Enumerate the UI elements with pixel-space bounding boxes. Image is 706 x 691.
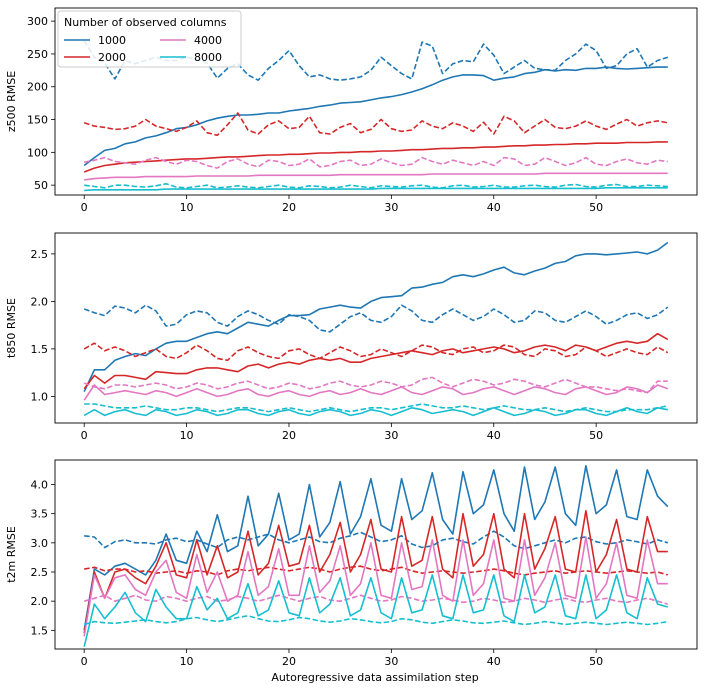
legend-label-4000: 4000	[194, 34, 222, 47]
y-tick-label-t2m-2.5: 2.5	[31, 566, 49, 579]
legend: Number of observed columns 1000 2000 400…	[57, 10, 242, 68]
series-line-t850-2000-dashed	[83, 342, 669, 362]
series-line-t2m-1000-solid	[83, 464, 669, 631]
x-tick-label-t2m-0: 0	[81, 655, 88, 668]
series-line-t850-2000-solid	[83, 332, 669, 390]
axes-frame-t850	[54, 232, 698, 424]
ylabel-t2m: t2m RMSE	[5, 526, 18, 583]
series-line-t850-8000-solid	[83, 406, 668, 417]
y-tick-label-t2m-4: 4.0	[31, 479, 49, 492]
ylabel-z500: z500 RMSE	[5, 71, 18, 132]
y-tick-label-t2m-3: 3.0	[31, 537, 49, 550]
panel-t850: 0 10 20 30 40 50 1.0 1.5 2.0 2.5 t850 RMSE	[5, 232, 698, 442]
x-tick-label-z500-30: 30	[384, 201, 398, 214]
series-line-t2m-2000-solid	[83, 509, 668, 634]
plot-area-t2m	[83, 464, 669, 647]
y-tick-label-t850-2.5: 2.5	[31, 248, 49, 261]
y-tick-label-t850-1: 1.0	[31, 390, 49, 403]
series-line-t2m-8000-solid	[83, 574, 669, 647]
series-line-t2m-1000-dashed	[84, 530, 669, 550]
axes-frame-z500	[54, 7, 698, 196]
x-tick-label-z500-40: 40	[487, 201, 501, 214]
xlabel: Autoregressive data assimilation step	[271, 671, 478, 684]
axis-ticks-z500: 0 10 20 30 40 50 50 100 150 200 250 300	[27, 7, 698, 214]
axis-ticks-t2m: 0 10 20 30 40 50 1.5 2.0 2.5 3.0 3.5 4.0	[31, 459, 698, 668]
y-tick-label-t850-2: 2.0	[31, 295, 49, 308]
plot-area-t850	[83, 241, 669, 417]
series-line-z500-4000-dashed	[84, 156, 668, 169]
y-tick-label-t850-1.5: 1.5	[31, 343, 49, 356]
series-line-z500-4000-solid	[84, 172, 668, 181]
series-line-t2m-8000-dashed	[83, 614, 668, 626]
series-line-z500-1000-solid	[83, 66, 668, 167]
y-tick-label-z500-200: 200	[27, 81, 48, 94]
x-tick-label-t850-50: 50	[589, 429, 603, 442]
x-tick-label-t2m-30: 30	[384, 655, 398, 668]
x-tick-label-t2m-50: 50	[589, 655, 603, 668]
series-line-z500-8000-dashed	[84, 183, 668, 189]
y-tick-label-z500-300: 300	[27, 15, 48, 28]
series-line-t850-4000-solid	[83, 384, 669, 401]
x-tick-label-t2m-20: 20	[282, 655, 296, 668]
y-tick-label-t2m-1.5: 1.5	[31, 624, 49, 637]
axes-frame-t2m	[54, 459, 698, 650]
legend-frame	[57, 10, 242, 68]
y-tick-label-z500-50: 50	[34, 179, 48, 192]
x-tick-label-t850-20: 20	[282, 429, 296, 442]
x-tick-label-t850-0: 0	[81, 429, 88, 442]
x-tick-label-z500-20: 20	[282, 201, 296, 214]
series-line-z500-2000-dashed	[83, 112, 668, 137]
series-line-t850-1000-dashed	[83, 304, 669, 333]
x-tick-label-z500-50: 50	[589, 201, 603, 214]
x-tick-label-t850-30: 30	[384, 429, 398, 442]
series-line-z500-8000-solid	[84, 187, 668, 192]
series-line-t2m-4000-solid	[83, 536, 668, 637]
x-tick-label-t2m-40: 40	[487, 655, 501, 668]
legend-title: Number of observed columns	[64, 16, 227, 29]
x-tick-label-z500-0: 0	[81, 201, 88, 214]
y-tick-label-t2m-3.5: 3.5	[31, 508, 49, 521]
x-tick-label-t850-40: 40	[487, 429, 501, 442]
x-tick-label-t2m-10: 10	[180, 655, 194, 668]
y-tick-label-z500-100: 100	[27, 146, 48, 159]
ylabel-t850: t850 RMSE	[5, 298, 18, 358]
series-line-t850-4000-dashed	[83, 376, 668, 394]
series-line-t850-8000-dashed	[84, 403, 668, 413]
series-line-z500-2000-solid	[83, 141, 668, 173]
panel-t2m: 0 10 20 30 40 50 1.5 2.0 2.5 3.0 3.5 4.0 t2m RMSE	[5, 459, 698, 668]
x-tick-label-z500-10: 10	[180, 201, 194, 214]
x-tick-label-t850-10: 10	[180, 429, 194, 442]
y-tick-label-t2m-2: 2.0	[31, 595, 49, 608]
axis-ticks-t850: 0 10 20 30 40 50 1.0 1.5 2.0 2.5	[31, 232, 698, 442]
y-tick-label-z500-250: 250	[27, 48, 48, 61]
legend-label-1000: 1000	[98, 34, 126, 47]
legend-label-8000: 8000	[194, 51, 222, 64]
series-line-t2m-4000-dashed	[83, 594, 669, 605]
legend-label-2000: 2000	[98, 51, 126, 64]
series-line-t850-1000-solid	[83, 241, 669, 392]
y-tick-label-z500-150: 150	[27, 114, 48, 127]
